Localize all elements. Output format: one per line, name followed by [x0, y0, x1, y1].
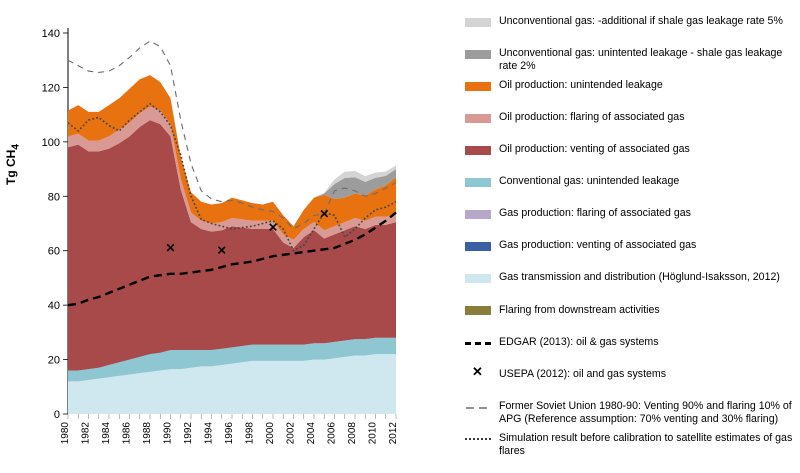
- svg-text:1998: 1998: [245, 422, 256, 445]
- svg-text:140: 140: [42, 28, 60, 40]
- svg-text:2002: 2002: [286, 422, 297, 445]
- svg-text:1994: 1994: [204, 422, 215, 445]
- svg-text:80: 80: [48, 191, 60, 203]
- svg-text:20: 20: [48, 355, 60, 367]
- svg-text:2008: 2008: [347, 422, 358, 445]
- svg-text:0: 0: [54, 409, 60, 421]
- svg-text:1990: 1990: [163, 422, 174, 445]
- svg-text:2012: 2012: [388, 422, 399, 445]
- svg-text:1986: 1986: [122, 422, 133, 445]
- svg-text:2000: 2000: [265, 422, 276, 445]
- svg-text:1980: 1980: [60, 422, 71, 445]
- svg-text:✕: ✕: [217, 244, 227, 258]
- svg-text:2004: 2004: [306, 422, 317, 445]
- svg-text:100: 100: [42, 137, 60, 149]
- svg-text:✕: ✕: [165, 241, 175, 255]
- svg-text:60: 60: [48, 246, 60, 258]
- svg-text:1992: 1992: [183, 422, 194, 445]
- svg-text:✕: ✕: [319, 207, 329, 221]
- svg-text:1982: 1982: [81, 422, 92, 445]
- svg-text:2006: 2006: [327, 422, 338, 445]
- svg-text:1988: 1988: [142, 422, 153, 445]
- svg-text:1984: 1984: [101, 422, 112, 445]
- svg-text:✕: ✕: [268, 220, 278, 234]
- svg-text:1996: 1996: [224, 422, 235, 445]
- svg-text:120: 120: [42, 82, 60, 94]
- svg-text:40: 40: [48, 300, 60, 312]
- svg-text:2010: 2010: [368, 422, 379, 445]
